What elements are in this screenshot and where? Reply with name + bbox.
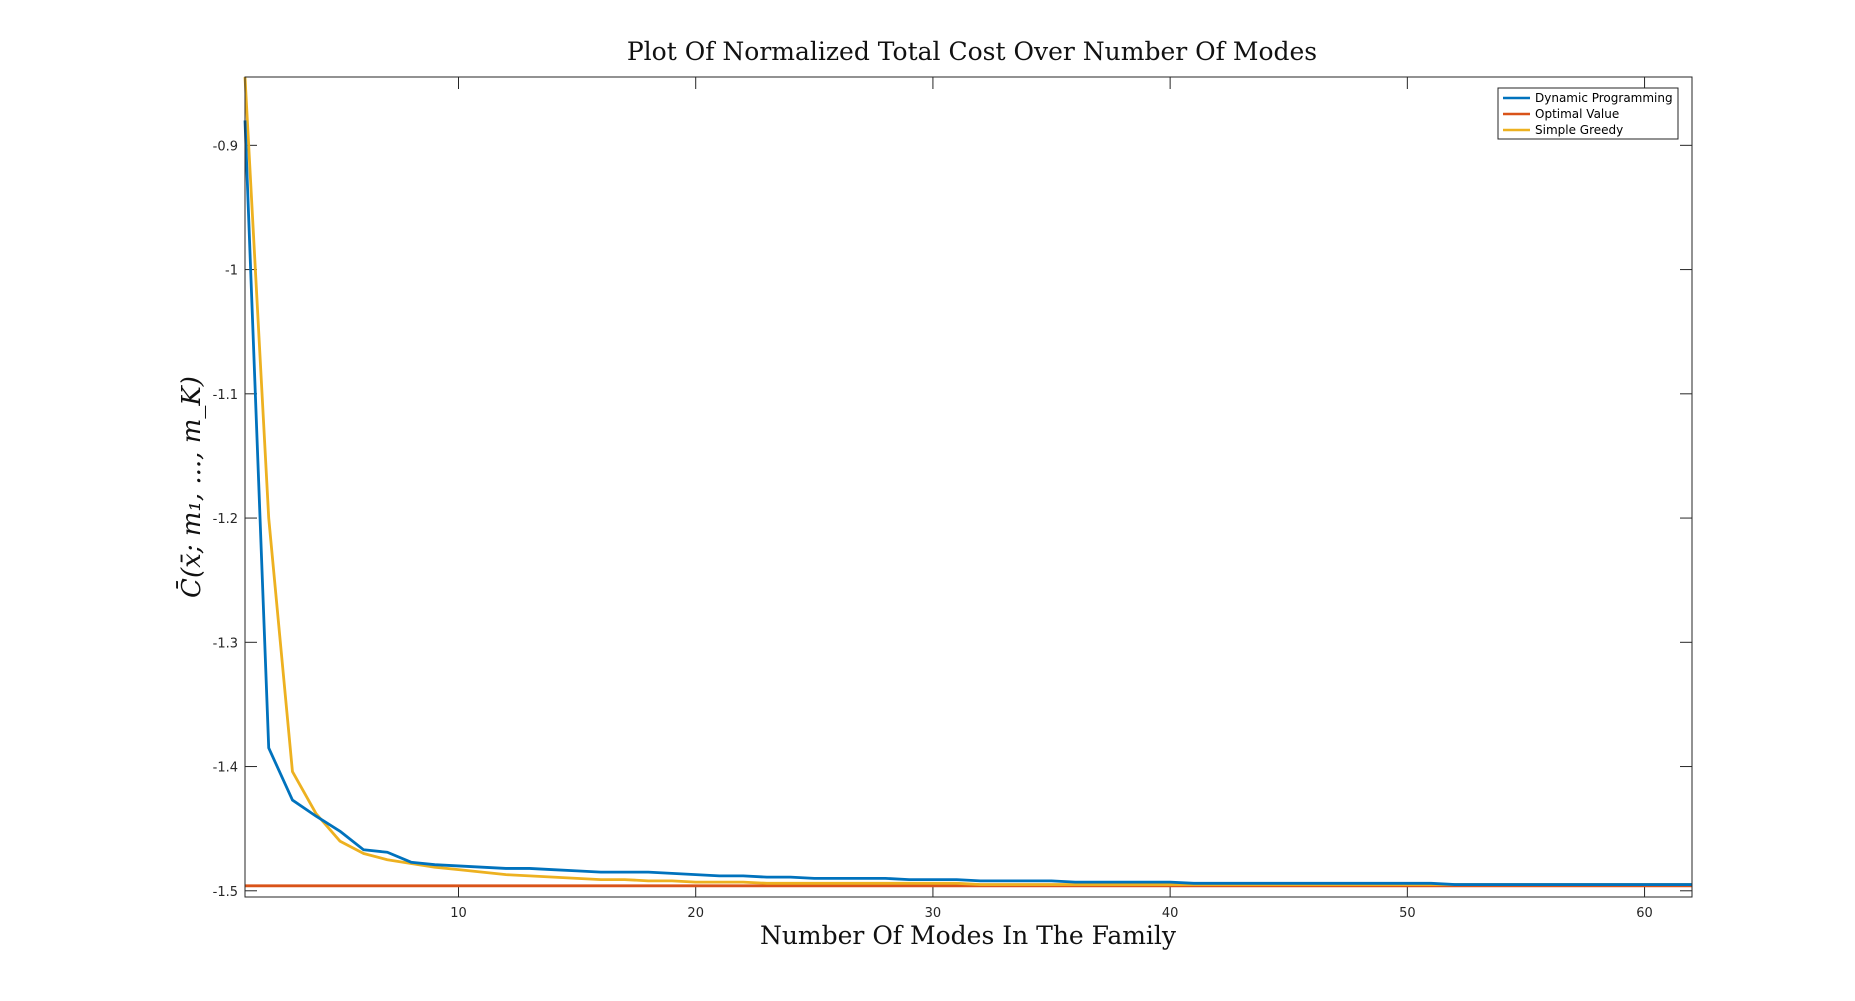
y-tick-label: -1.5 xyxy=(213,885,238,900)
chart-title: Plot Of Normalized Total Cost Over Numbe… xyxy=(627,37,1317,66)
x-tick-label: 10 xyxy=(450,906,467,921)
y-tick-label: -1.4 xyxy=(213,761,238,776)
x-tick-label: 20 xyxy=(687,906,704,921)
legend-label-dynamic-programming: Dynamic Programming xyxy=(1535,91,1673,105)
legend-label-optimal-value: Optimal Value xyxy=(1535,107,1619,121)
x-tick-label: 50 xyxy=(1399,906,1416,921)
y-tick-label: -1.3 xyxy=(213,636,238,651)
y-tick-label: -0.9 xyxy=(213,139,238,154)
y-axis-label: C̄(x̄; m₁, ..., m_K) xyxy=(175,376,207,598)
y-tick-label: -1 xyxy=(225,264,238,279)
x-tick-label: 60 xyxy=(1636,906,1653,921)
legend-label-simple-greedy: Simple Greedy xyxy=(1535,123,1623,137)
ticks-layer: 10 20 30 40 50 60 -1.5 -1.4 -1.3 -1.2 -1.1 -1 -0.9 xyxy=(213,77,1692,921)
x-tick-label: 30 xyxy=(925,906,942,921)
axes-box xyxy=(244,76,1693,898)
y-tick-label: -1.1 xyxy=(213,388,238,403)
series-line-dynamic-programming xyxy=(243,120,1692,886)
x-tick-label: 40 xyxy=(1162,906,1179,921)
legend: Dynamic Programming Optimal Value Simple… xyxy=(1497,87,1679,140)
series-layer xyxy=(243,76,1692,888)
plot-area xyxy=(245,77,1692,897)
x-axis-label: Number Of Modes In The Family xyxy=(760,921,1177,950)
y-tick-label: -1.2 xyxy=(213,512,238,527)
